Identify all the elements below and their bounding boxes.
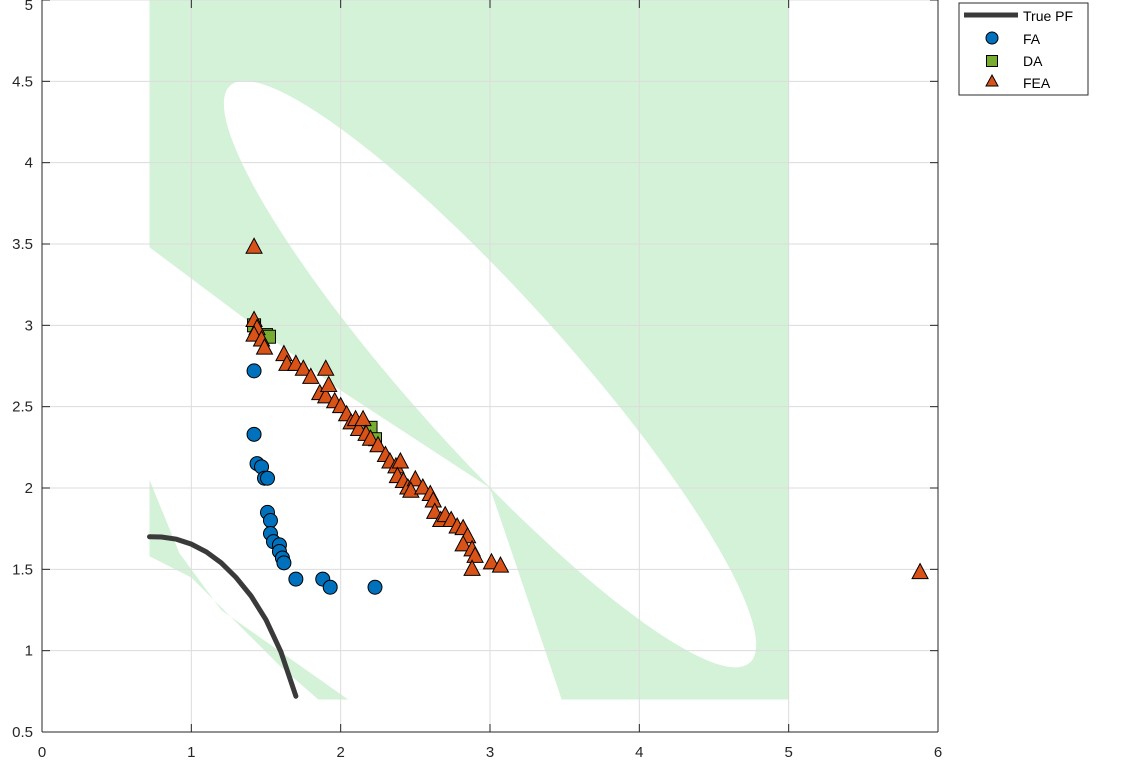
x-tick-label: 3 [486,744,494,761]
fa-point [276,555,292,571]
y-tick-label: 2 [25,480,33,497]
fea-point [413,477,432,495]
grid-lines [42,0,938,732]
feasible-region-upper [149,0,789,700]
legend-fa-label: FA [1023,31,1041,47]
y-tick-label: 1 [25,643,33,660]
fea-point [354,409,372,427]
y-tick-label: 5 [25,0,33,14]
axes-frame [41,0,939,733]
y-tick-labels: 0.5 1 1.5 2 2.5 3 3.5 4 4.5 5 [12,0,33,741]
legend-da-swatch [986,55,998,67]
fea-points [245,237,929,580]
feasible-region [149,0,789,700]
fa-points [246,363,383,595]
fa-point [322,579,338,595]
legend-fea-swatch [985,73,999,87]
y-tick-label: 4 [25,155,33,172]
legend-fea-label: FEA [1023,75,1051,91]
y-tick-label: 3.5 [12,236,33,253]
legend-fa-swatch [985,31,999,45]
fa-point [259,470,275,486]
y-tick-label: 0.5 [12,724,33,741]
fea-point [294,359,313,376]
x-tick-label: 0 [38,744,46,761]
y-tick-label: 3 [25,317,33,334]
y-tick-label: 2.5 [12,399,33,416]
fea-point [482,552,501,570]
fea-point [255,338,274,355]
fea-point [245,237,263,254]
x-tick-labels: 0 1 2 3 4 5 6 [38,744,942,761]
legend-da-label: DA [1023,53,1043,69]
fea-point [391,451,410,469]
x-tick-label: 6 [934,744,942,761]
fea-point [454,534,472,552]
fea-point [316,386,335,404]
fea-point [463,559,481,576]
fa-point [288,571,304,587]
fea-point [316,359,335,376]
fa-point [246,426,262,442]
fa-point [367,579,383,595]
fa-point [262,513,278,529]
fea-point [466,546,484,563]
x-tick-label: 2 [336,744,344,761]
y-tick-label: 4.5 [12,73,33,90]
true-pf-line [147,534,299,699]
legend-box [958,2,1089,96]
fea-point [911,562,929,580]
fa-point [246,363,262,379]
x-tick-label: 5 [784,744,792,761]
x-tick-label: 4 [635,744,643,761]
fea-point [491,556,510,573]
fea-point [361,429,380,446]
x-tick-label: 1 [187,744,195,761]
legend: True PF FA DA FEA [958,2,1089,96]
fea-point [319,375,338,393]
legend-true-pf-label: True PF [1023,8,1073,24]
fea-point [301,367,320,384]
fea-point [369,435,387,453]
y-tick-label: 1.5 [12,561,33,578]
